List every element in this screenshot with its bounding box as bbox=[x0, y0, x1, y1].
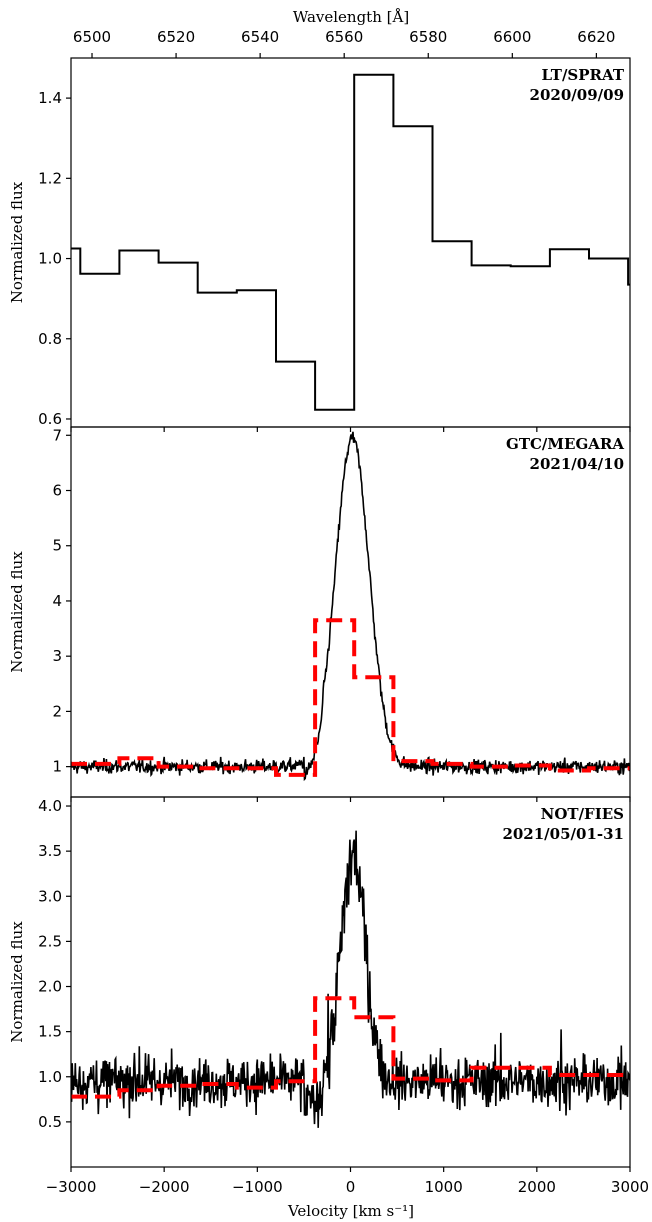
y-axis-title: Normalized flux bbox=[8, 551, 26, 673]
top-tick-label: 6560 bbox=[325, 28, 363, 46]
bottom-velocity-axis: −3000 −2000 −1000 0 1000 2000 3000 bbox=[46, 1178, 649, 1196]
y-tick-label: 2.0 bbox=[38, 978, 62, 996]
bottom-tick-label: 0 bbox=[346, 1178, 356, 1196]
panel-date-label: 2020/09/09 bbox=[530, 86, 624, 104]
y-tick-label: 1.5 bbox=[38, 1023, 62, 1041]
y-tick-label: 6 bbox=[52, 482, 62, 500]
bottom-tick-label: −2000 bbox=[139, 1178, 190, 1196]
y-tick-label: 3 bbox=[52, 647, 62, 665]
top-tick-label: 6540 bbox=[241, 28, 279, 46]
binned-spectrum-line bbox=[71, 996, 630, 1099]
top-wavelength-axis: 6500 6520 6540 6560 6580 6600 6620 bbox=[73, 28, 615, 58]
y-tick-label: 4.0 bbox=[38, 797, 62, 815]
top-tick-label: 6600 bbox=[493, 28, 531, 46]
low-res-spectrum-line bbox=[71, 73, 630, 411]
y-tick-label: 0.5 bbox=[38, 1113, 62, 1131]
y-tick-label: 1 bbox=[52, 758, 62, 776]
y-axis-title: Normalized flux bbox=[8, 181, 26, 303]
top-tick-label: 6500 bbox=[73, 28, 111, 46]
y-tick-label: 0.8 bbox=[38, 330, 62, 348]
top-tick-label: 6620 bbox=[577, 28, 615, 46]
bottom-axis-title: Velocity [km s⁻¹] bbox=[287, 1202, 414, 1220]
y-tick-label: 1.0 bbox=[38, 1068, 62, 1086]
panel-1: 1 2 3 4 5 6 7 Normalized flux GTC/MEGARA 2021/04/… bbox=[8, 426, 631, 802]
y-tick-label: 5 bbox=[52, 537, 62, 555]
panel-instrument-label: LT/SPRAT bbox=[541, 66, 624, 84]
y-tick-label: 1.0 bbox=[38, 250, 62, 268]
panel-date-label: 2021/04/10 bbox=[530, 455, 624, 473]
y-tick-label: 7 bbox=[52, 426, 62, 444]
bottom-tick-label: 1000 bbox=[425, 1178, 463, 1196]
y-tick-label: 2.5 bbox=[38, 932, 62, 950]
y-tick-label: 3.0 bbox=[38, 887, 62, 905]
bottom-tick-label: −3000 bbox=[46, 1178, 97, 1196]
panel-frame bbox=[70, 426, 631, 798]
bottom-tick-label: 3000 bbox=[611, 1178, 649, 1196]
y-tick-label: 4 bbox=[52, 592, 62, 610]
y-tick-label: 3.5 bbox=[38, 842, 62, 860]
panel-instrument-label: GTC/MEGARA bbox=[506, 435, 624, 453]
panel-2: 0.5 1.0 1.5 2.0 2.5 3.0 3.5 4.0 Normalized flux N… bbox=[8, 796, 631, 1172]
panel-date-label: 2021/05/01-31 bbox=[502, 825, 624, 843]
y-tick-label: 1.4 bbox=[38, 89, 62, 107]
y-tick-label: 2 bbox=[52, 702, 62, 720]
panel-0: 0.6 0.8 1.0 1.2 1.4 Normalized flux LT/SPRAT 20… bbox=[8, 57, 631, 432]
y-tick-label: 1.2 bbox=[38, 169, 62, 187]
panel-instrument-label: NOT/FIES bbox=[541, 805, 624, 823]
bottom-tick-label: 2000 bbox=[518, 1178, 556, 1196]
y-axis-title: Normalized flux bbox=[8, 921, 26, 1043]
top-tick-label: 6520 bbox=[157, 28, 195, 46]
top-axis-title: Wavelength [Å] bbox=[293, 8, 409, 26]
observed-spectrum-line bbox=[71, 431, 630, 782]
bottom-tick-label: −1000 bbox=[232, 1178, 283, 1196]
y-tick-label: 0.6 bbox=[38, 410, 62, 428]
binned-spectrum-line bbox=[71, 618, 630, 777]
top-tick-label: 6580 bbox=[409, 28, 447, 46]
observed-spectrum-line bbox=[71, 830, 630, 1128]
panel-frame bbox=[70, 57, 631, 428]
